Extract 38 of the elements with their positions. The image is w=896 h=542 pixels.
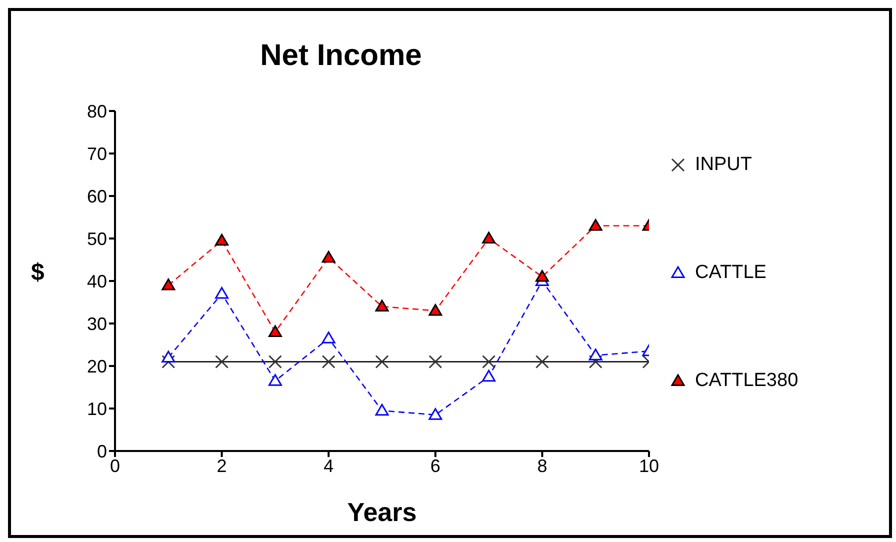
legend-label: CATTLE380 (695, 370, 798, 392)
point (215, 287, 229, 299)
point (428, 408, 442, 420)
y-tick-label: 30 (86, 314, 107, 334)
point (428, 304, 442, 316)
point (375, 404, 389, 416)
y-tick-label: 40 (86, 271, 107, 292)
point (482, 232, 496, 244)
y-tick-label: 20 (86, 356, 107, 376)
x-tick-label: 10 (638, 456, 660, 476)
point (375, 300, 389, 312)
point (162, 350, 176, 362)
point (162, 278, 176, 290)
point (535, 270, 549, 282)
point (482, 370, 496, 382)
y-tick-label: 80 (86, 101, 107, 122)
y-tick-label: 10 (86, 398, 107, 419)
legend-label: INPUT (695, 154, 752, 176)
x-tick-label: 0 (110, 456, 120, 476)
y-axis-title: $ (31, 259, 44, 287)
chart-title: Net Income (259, 39, 423, 73)
legend-label: CATTLE (695, 262, 766, 284)
y-tick-label: 50 (86, 228, 107, 249)
point (215, 234, 229, 246)
y-tick-label: 70 (86, 144, 107, 164)
y-tick-label: 60 (86, 186, 107, 206)
x-axis-title: Years (347, 497, 417, 527)
point (588, 219, 602, 231)
point (322, 332, 336, 344)
point (322, 250, 336, 263)
x-tick-label: 6 (430, 456, 440, 476)
point (268, 325, 282, 337)
point (588, 348, 602, 360)
x-tick-label: 4 (324, 456, 334, 476)
point (268, 374, 282, 386)
y-tick-label: 0 (96, 441, 107, 462)
x-tick-label: 2 (216, 456, 227, 476)
x-tick-label: 8 (537, 456, 548, 476)
